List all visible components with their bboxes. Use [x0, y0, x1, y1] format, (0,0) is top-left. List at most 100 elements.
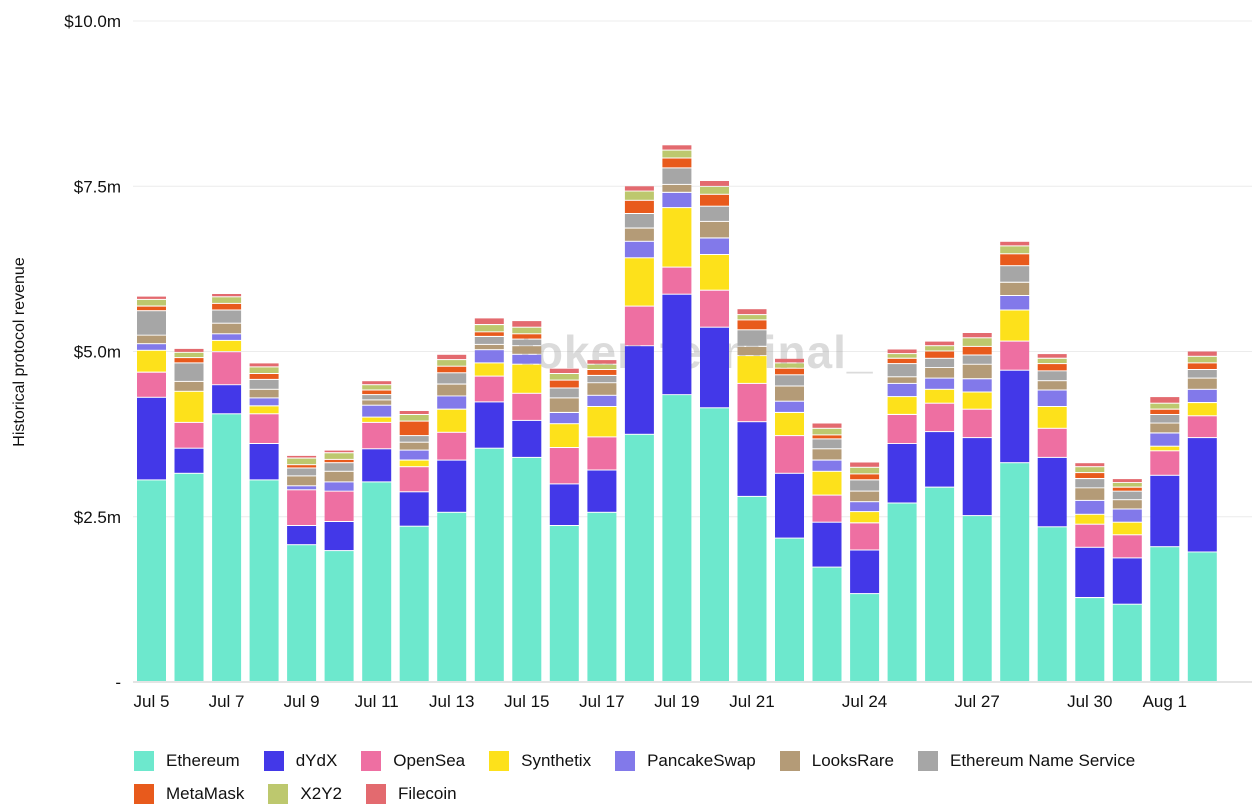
bar-segment-ethereum-name-service[interactable] — [174, 363, 204, 381]
bar-segment-synthetix[interactable] — [1150, 446, 1180, 451]
bar-stack[interactable] — [1150, 397, 1180, 681]
bar-segment-pancakeswap[interactable] — [287, 486, 317, 490]
bar-segment-filecoin[interactable] — [1112, 479, 1142, 483]
bar-segment-ethereum[interactable] — [437, 512, 467, 681]
bar-segment-opensea[interactable] — [1037, 428, 1067, 457]
bar-segment-ethereum-name-service[interactable] — [737, 330, 767, 346]
bar-segment-opensea[interactable] — [287, 490, 317, 525]
bar-segment-x2y2[interactable] — [549, 374, 579, 380]
bar-stack[interactable] — [887, 349, 917, 682]
bar-segment-looksrare[interactable] — [512, 346, 542, 354]
bar-segment-dydx[interactable] — [137, 397, 166, 480]
legend-item-x2y2[interactable]: X2Y2 — [268, 783, 342, 804]
bar-segment-looksrare[interactable] — [1037, 381, 1067, 390]
bar-segment-opensea[interactable] — [212, 352, 242, 385]
bar-stack[interactable] — [1037, 354, 1067, 681]
bar-segment-filecoin[interactable] — [549, 368, 579, 373]
bar-segment-ethereum-name-service[interactable] — [362, 395, 392, 400]
bar-stack[interactable] — [1187, 351, 1217, 682]
bar-segment-filecoin[interactable] — [962, 333, 992, 338]
bar-stack[interactable] — [212, 294, 242, 681]
bar-segment-metamask[interactable] — [1037, 364, 1067, 371]
bar-stack[interactable] — [287, 455, 317, 681]
bar-segment-opensea[interactable] — [324, 491, 354, 521]
bar-segment-ethereum-name-service[interactable] — [287, 468, 317, 476]
bar-segment-x2y2[interactable] — [1037, 358, 1067, 364]
bar-segment-filecoin[interactable] — [662, 145, 692, 150]
bar-stack[interactable] — [474, 318, 504, 681]
bar-segment-pancakeswap[interactable] — [362, 405, 392, 417]
bar-segment-dydx[interactable] — [887, 444, 917, 503]
bar-segment-pancakeswap[interactable] — [850, 502, 880, 512]
bar-segment-filecoin[interactable] — [249, 363, 279, 367]
bar-segment-filecoin[interactable] — [1075, 463, 1105, 467]
bar-segment-filecoin[interactable] — [624, 186, 654, 191]
legend-item-metamask[interactable]: MetaMask — [134, 783, 244, 804]
bar-segment-ethereum[interactable] — [174, 473, 204, 681]
bar-segment-ethereum-name-service[interactable] — [137, 311, 166, 335]
bar-stack[interactable] — [174, 348, 204, 681]
bar-segment-metamask[interactable] — [474, 332, 504, 336]
bar-segment-dydx[interactable] — [1037, 457, 1067, 527]
bar-segment-looksrare[interactable] — [1112, 500, 1142, 509]
bar-segment-looksrare[interactable] — [324, 471, 354, 482]
bar-segment-metamask[interactable] — [1187, 363, 1217, 369]
bar-segment-looksrare[interactable] — [474, 344, 504, 350]
bar-segment-pancakeswap[interactable] — [512, 354, 542, 364]
bar-segment-ethereum[interactable] — [700, 408, 729, 681]
bar-segment-synthetix[interactable] — [1000, 310, 1030, 341]
bar-segment-looksrare[interactable] — [399, 442, 429, 450]
bar-stack[interactable] — [925, 341, 955, 681]
bar-stack[interactable] — [737, 309, 767, 681]
bar-segment-pancakeswap[interactable] — [587, 395, 617, 406]
bar-segment-pancakeswap[interactable] — [474, 350, 504, 363]
bar-segment-dydx[interactable] — [700, 327, 729, 408]
bar-segment-metamask[interactable] — [925, 351, 955, 358]
bar-stack[interactable] — [1112, 479, 1142, 681]
bar-segment-x2y2[interactable] — [324, 453, 354, 459]
bar-segment-metamask[interactable] — [700, 194, 729, 206]
bar-segment-x2y2[interactable] — [249, 367, 279, 373]
bar-segment-pancakeswap[interactable] — [212, 334, 242, 340]
bar-segment-looksrare[interactable] — [174, 381, 204, 391]
bar-segment-dydx[interactable] — [399, 492, 429, 526]
bar-segment-dydx[interactable] — [1150, 475, 1180, 547]
bar-segment-looksrare[interactable] — [1000, 282, 1030, 295]
bar-segment-filecoin[interactable] — [512, 321, 542, 327]
bar-segment-metamask[interactable] — [437, 366, 467, 373]
bar-segment-filecoin[interactable] — [474, 318, 504, 324]
bar-segment-dydx[interactable] — [1075, 547, 1105, 597]
bar-segment-opensea[interactable] — [775, 436, 804, 473]
bar-segment-ethereum[interactable] — [887, 503, 917, 682]
bar-segment-metamask[interactable] — [512, 334, 542, 339]
bar-segment-dydx[interactable] — [249, 444, 279, 480]
bar-stack[interactable] — [362, 381, 392, 681]
bar-segment-x2y2[interactable] — [1112, 483, 1142, 487]
bar-segment-x2y2[interactable] — [587, 364, 617, 369]
bar-segment-dydx[interactable] — [1112, 558, 1142, 604]
bar-segment-opensea[interactable] — [249, 414, 279, 443]
bar-segment-x2y2[interactable] — [212, 297, 242, 303]
bar-segment-ethereum-name-service[interactable] — [474, 337, 504, 344]
bar-segment-filecoin[interactable] — [212, 294, 242, 297]
bar-segment-opensea[interactable] — [662, 267, 692, 294]
bar-segment-ethereum[interactable] — [737, 496, 767, 681]
bar-segment-pancakeswap[interactable] — [324, 482, 354, 491]
bar-segment-synthetix[interactable] — [737, 356, 767, 383]
bar-segment-pancakeswap[interactable] — [812, 460, 842, 471]
bar-segment-pancakeswap[interactable] — [700, 238, 729, 255]
bar-segment-pancakeswap[interactable] — [249, 398, 279, 406]
bar-segment-looksrare[interactable] — [624, 228, 654, 241]
bar-segment-ethereum-name-service[interactable] — [399, 436, 429, 442]
bar-segment-ethereum-name-service[interactable] — [624, 214, 654, 228]
bar-segment-opensea[interactable] — [737, 383, 767, 422]
bar-segment-ethereum[interactable] — [1037, 527, 1067, 681]
bar-segment-synthetix[interactable] — [474, 363, 504, 376]
bar-segment-ethereum[interactable] — [549, 526, 579, 681]
bar-segment-filecoin[interactable] — [587, 360, 617, 364]
bar-segment-dydx[interactable] — [287, 526, 317, 545]
bar-segment-looksrare[interactable] — [1075, 488, 1105, 500]
bar-segment-looksrare[interactable] — [137, 335, 166, 344]
bar-segment-x2y2[interactable] — [474, 325, 504, 332]
bar-segment-ethereum[interactable] — [962, 516, 992, 681]
